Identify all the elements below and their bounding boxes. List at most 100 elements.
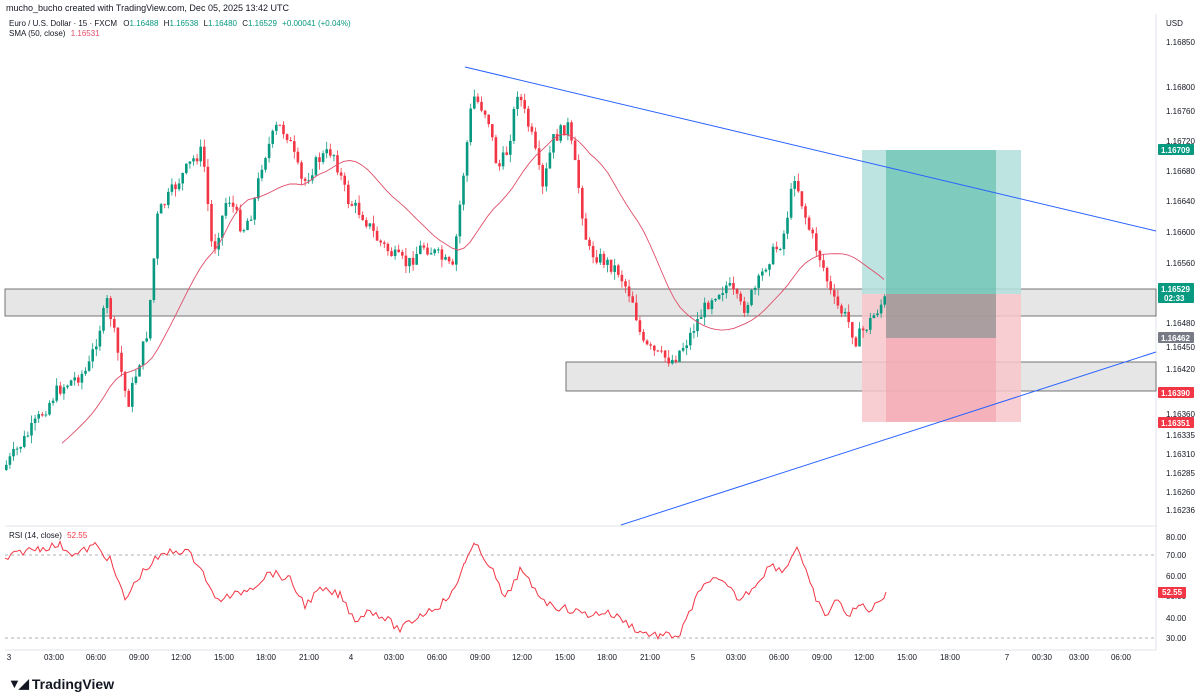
candle-body[interactable]: [41, 414, 44, 416]
candle-body[interactable]: [761, 271, 764, 276]
candle-body[interactable]: [883, 296, 886, 305]
candle-body[interactable]: [307, 180, 310, 182]
candle-body[interactable]: [192, 158, 195, 162]
candle-body[interactable]: [12, 448, 15, 457]
candle-body[interactable]: [59, 385, 62, 394]
candle-body[interactable]: [699, 317, 703, 319]
candle-body[interactable]: [800, 191, 804, 207]
candle-body[interactable]: [339, 172, 343, 176]
candle-body[interactable]: [365, 220, 368, 227]
candle-body[interactable]: [113, 319, 116, 328]
candle-body[interactable]: [656, 350, 660, 352]
candle-body[interactable]: [851, 322, 854, 338]
candle-body[interactable]: [469, 108, 472, 143]
candle-body[interactable]: [231, 202, 235, 207]
candle-body[interactable]: [872, 315, 876, 318]
candle-body[interactable]: [239, 209, 242, 232]
candle-body[interactable]: [617, 265, 620, 275]
candle-body[interactable]: [48, 402, 51, 415]
candle-body[interactable]: [170, 184, 174, 192]
candle-body[interactable]: [764, 269, 768, 272]
candle-body[interactable]: [293, 141, 296, 152]
candle-body[interactable]: [559, 125, 562, 141]
candle-body[interactable]: [563, 125, 566, 136]
candle-body[interactable]: [746, 305, 750, 313]
candle-body[interactable]: [696, 318, 699, 332]
candle-body[interactable]: [527, 108, 530, 127]
candle-body[interactable]: [552, 134, 555, 153]
candle-body[interactable]: [278, 124, 282, 126]
candle-body[interactable]: [300, 162, 303, 179]
candle-body[interactable]: [692, 331, 696, 333]
candle-body[interactable]: [210, 204, 213, 242]
candle-body[interactable]: [282, 124, 285, 135]
candle-body[interactable]: [768, 264, 771, 270]
candle-body[interactable]: [95, 346, 98, 350]
candle-body[interactable]: [422, 245, 426, 248]
candle-body[interactable]: [865, 329, 868, 331]
candle-body[interactable]: [840, 305, 843, 314]
candle-body[interactable]: [624, 281, 627, 287]
candle-body[interactable]: [5, 464, 8, 470]
candle-body[interactable]: [177, 183, 181, 190]
candle-body[interactable]: [476, 96, 480, 102]
candle-body[interactable]: [599, 253, 602, 263]
candle-body[interactable]: [638, 320, 642, 332]
price-axis[interactable]: 1.16850 1.16800 1.16760 1.16720 1.16680 1.166…: [1166, 38, 1195, 515]
candle-body[interactable]: [386, 243, 390, 252]
candle-body[interactable]: [19, 447, 22, 449]
candle-body[interactable]: [509, 140, 512, 155]
rsi-line[interactable]: [4, 540, 887, 640]
candle-body[interactable]: [858, 328, 861, 347]
candle-body[interactable]: [678, 350, 681, 362]
long-position-tool[interactable]: [862, 150, 1021, 422]
candle-body[interactable]: [635, 302, 638, 321]
candle-body[interactable]: [447, 257, 451, 262]
candle-body[interactable]: [685, 345, 688, 349]
candle-body[interactable]: [458, 204, 462, 237]
candle-body[interactable]: [37, 414, 40, 419]
candle-body[interactable]: [368, 223, 372, 227]
candle-body[interactable]: [163, 204, 166, 206]
candle-body[interactable]: [444, 257, 447, 260]
candle-body[interactable]: [714, 298, 717, 301]
candle-body[interactable]: [545, 168, 548, 187]
candle-body[interactable]: [296, 151, 300, 163]
candle-body[interactable]: [411, 257, 415, 265]
candle-body[interactable]: [8, 456, 12, 465]
candle-body[interactable]: [829, 281, 832, 291]
candle-body[interactable]: [91, 349, 94, 362]
candle-body[interactable]: [534, 131, 537, 149]
candle-body[interactable]: [577, 159, 580, 188]
candle-body[interactable]: [804, 206, 807, 218]
candle-body[interactable]: [383, 242, 386, 244]
candle-body[interactable]: [33, 418, 37, 424]
candle-body[interactable]: [159, 204, 163, 214]
candle-body[interactable]: [109, 298, 112, 320]
candle-body[interactable]: [98, 330, 102, 347]
candle-body[interactable]: [437, 249, 440, 251]
candle-body[interactable]: [627, 286, 631, 297]
candle-body[interactable]: [869, 317, 872, 330]
candle-body[interactable]: [667, 357, 670, 364]
candle-body[interactable]: [491, 124, 494, 138]
candle-body[interactable]: [267, 143, 271, 159]
candle-body[interactable]: [404, 255, 408, 267]
candle-body[interactable]: [350, 204, 354, 206]
candle-body[interactable]: [357, 202, 361, 215]
candle-body[interactable]: [473, 96, 476, 109]
candle-body[interactable]: [602, 253, 606, 265]
candle-body[interactable]: [613, 265, 616, 272]
support-zone[interactable]: [565, 361, 1157, 392]
candle-body[interactable]: [257, 178, 260, 199]
candle-body[interactable]: [235, 206, 238, 210]
candle-body[interactable]: [408, 257, 411, 267]
candle-body[interactable]: [833, 290, 836, 297]
candle-body[interactable]: [847, 311, 850, 323]
candle-body[interactable]: [260, 169, 264, 179]
candle-body[interactable]: [393, 249, 397, 257]
candle-body[interactable]: [84, 370, 87, 374]
candle-body[interactable]: [199, 146, 202, 162]
candle-body[interactable]: [649, 344, 652, 346]
